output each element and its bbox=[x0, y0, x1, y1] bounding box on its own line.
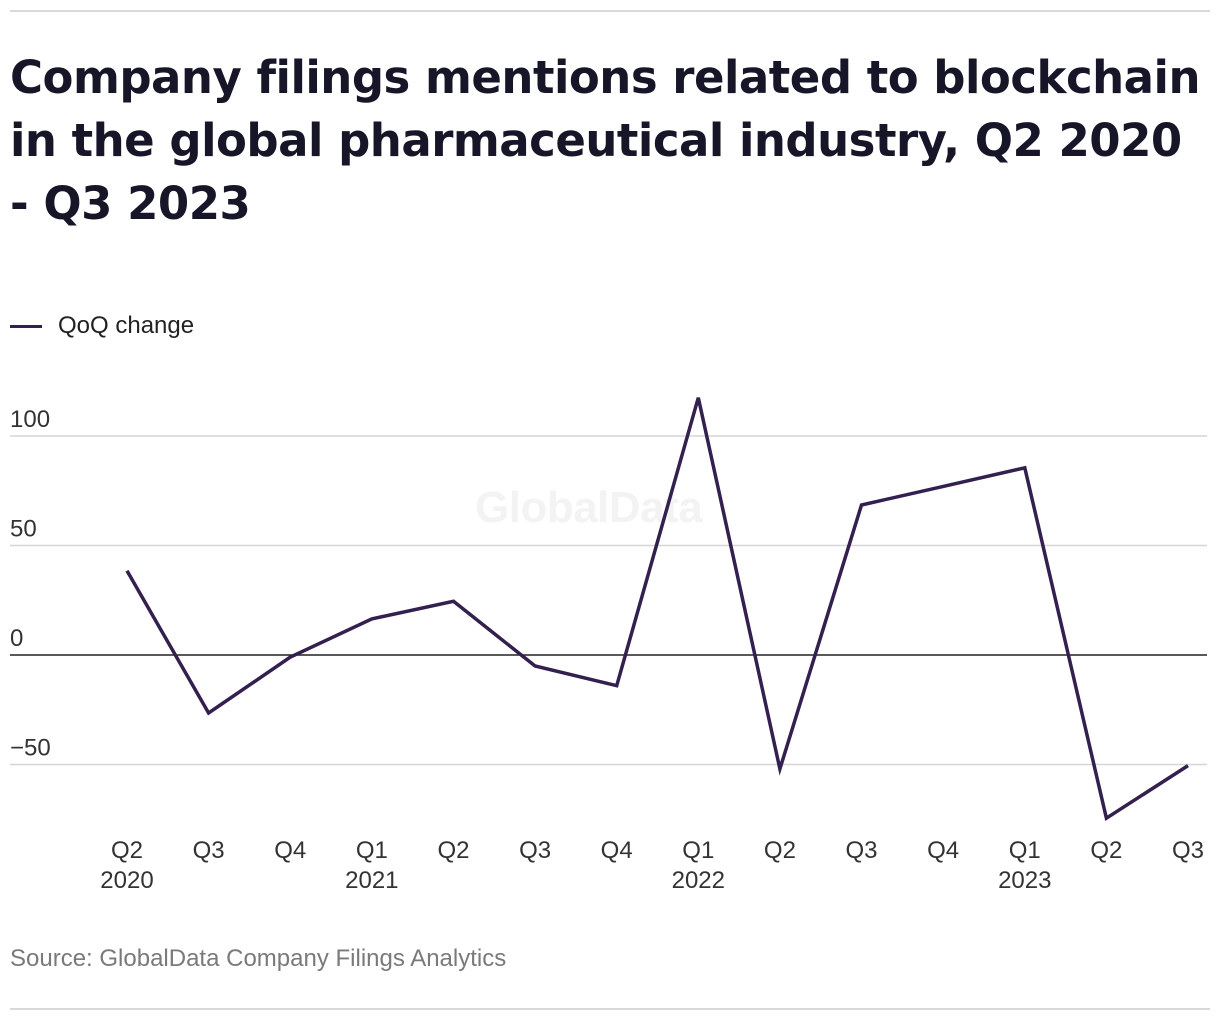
series-layer bbox=[125, 396, 1190, 822]
x-axis-labels: Q2 2020 Q3 Q4 Q1 2021 Q2 Q3 Q4 Q1 2022 Q2 Q3 Q4 Q1 2023… bbox=[100, 837, 1204, 894]
x-tick-label: Q2 bbox=[111, 837, 143, 864]
x-tick-label: Q1 bbox=[356, 837, 388, 864]
x-tick-label: Q2 bbox=[437, 837, 469, 864]
x-tick-label: Q2 bbox=[1090, 837, 1122, 864]
x-tick-year-label: 2021 bbox=[345, 867, 398, 894]
legend-swatch bbox=[10, 324, 42, 328]
data-point bbox=[370, 617, 374, 621]
y-axis-labels: 100 50 0 −50 bbox=[10, 406, 51, 762]
series-line-qoq-change bbox=[125, 397, 1189, 822]
data-point bbox=[288, 655, 292, 659]
x-tick-label: Q1 bbox=[682, 837, 714, 864]
data-point bbox=[696, 396, 700, 400]
x-tick-year-label: 2022 bbox=[672, 867, 725, 894]
data-point bbox=[451, 599, 455, 603]
x-tick-label: Q3 bbox=[519, 837, 551, 864]
gridlines bbox=[10, 435, 1207, 766]
data-point bbox=[860, 503, 864, 507]
y-tick-label: −50 bbox=[10, 735, 51, 762]
source-note: Source: GlobalData Company Filings Analy… bbox=[10, 945, 507, 972]
data-point bbox=[533, 664, 537, 668]
y-tick-label: 50 bbox=[10, 516, 37, 543]
watermark-logo: GlobalData bbox=[475, 483, 703, 532]
y-tick-label: 0 bbox=[10, 625, 23, 652]
y-tick-label: 100 bbox=[10, 406, 50, 433]
bottom-rule bbox=[10, 1008, 1210, 1010]
data-point bbox=[1104, 816, 1108, 820]
chart-title: Company filings mentions related to bloc… bbox=[10, 51, 1200, 230]
x-tick-label: Q4 bbox=[601, 837, 633, 864]
data-point bbox=[1186, 764, 1190, 768]
x-tick-year-label: 2023 bbox=[998, 867, 1051, 894]
x-tick-label: Q2 bbox=[764, 837, 796, 864]
x-tick-label: Q4 bbox=[274, 837, 306, 864]
x-tick-label: Q1 bbox=[1009, 837, 1041, 864]
x-tick-label: Q4 bbox=[927, 837, 959, 864]
data-point bbox=[1023, 466, 1027, 470]
data-point bbox=[778, 767, 782, 771]
legend-label: QoQ change bbox=[58, 312, 195, 339]
x-tick-label: Q3 bbox=[846, 837, 878, 864]
top-rule bbox=[10, 10, 1210, 12]
data-point bbox=[615, 684, 619, 688]
data-point bbox=[125, 569, 129, 573]
legend: QoQ change bbox=[10, 312, 194, 340]
data-point bbox=[941, 484, 945, 488]
x-tick-label: Q3 bbox=[193, 837, 225, 864]
x-tick-year-label: 2020 bbox=[100, 867, 153, 894]
x-tick-label: Q3 bbox=[1172, 837, 1204, 864]
data-point bbox=[207, 711, 211, 715]
